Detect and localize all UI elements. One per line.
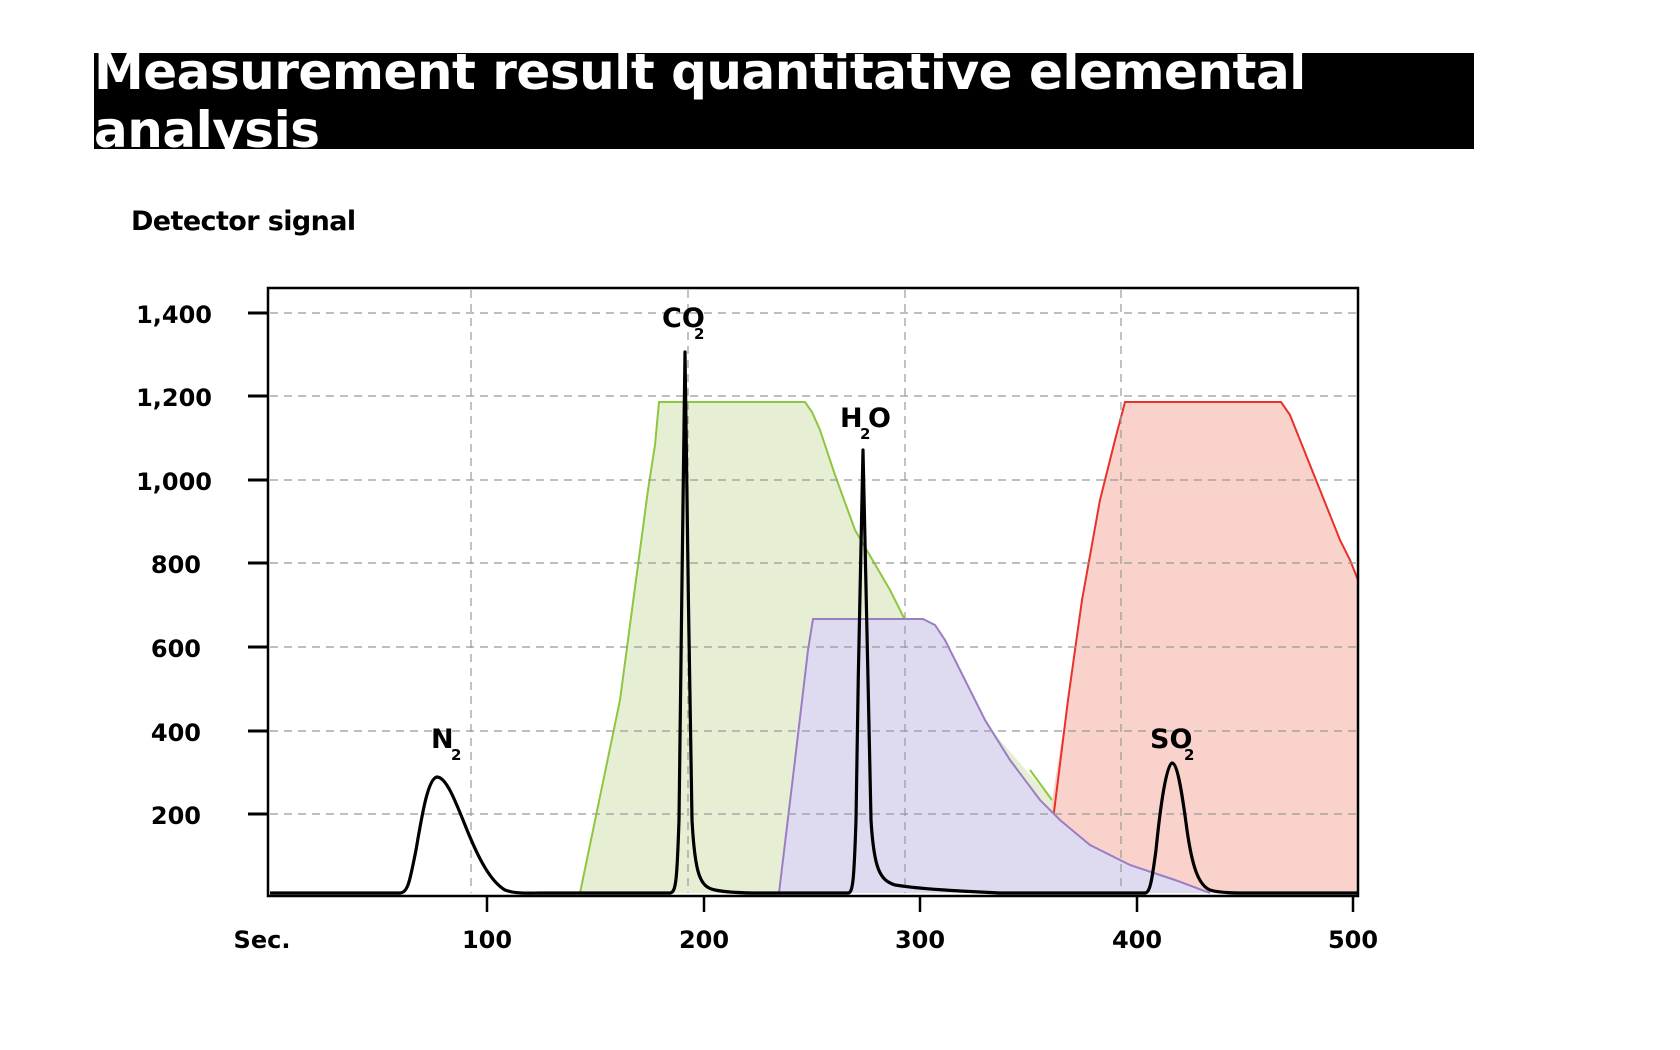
so2-peak-subscript: 2 bbox=[1184, 746, 1194, 764]
detector-signal-line bbox=[270, 350, 1358, 895]
x-tick-label: 500 bbox=[1328, 926, 1378, 954]
peak-labels: N 2 CO 2 H 2 O SO 2 bbox=[431, 303, 1194, 764]
n2-peak-label: N bbox=[431, 724, 454, 755]
co2-peak-label: CO bbox=[662, 303, 705, 334]
x-axis-ticks bbox=[485, 896, 1355, 912]
x-tick-label: 200 bbox=[679, 926, 729, 954]
chart-title: Measurement result quantitative elementa… bbox=[94, 43, 1306, 159]
so2-range-area bbox=[1052, 402, 1358, 893]
x-tick-label: 300 bbox=[895, 926, 945, 954]
y-tick-label: 1,200 bbox=[136, 384, 212, 412]
co2-peak-subscript: 2 bbox=[694, 325, 704, 343]
y-tick-label: 800 bbox=[151, 551, 201, 579]
y-axis-ticks bbox=[248, 311, 268, 816]
h2o-peak-label-h: H bbox=[840, 403, 863, 434]
y-tick-label: 400 bbox=[151, 719, 201, 747]
y-tick-label: 200 bbox=[151, 802, 201, 830]
x-axis-labels: Sec. 100 200 300 400 500 bbox=[234, 926, 1379, 954]
y-tick-label: 1,400 bbox=[136, 301, 212, 329]
h2o-range-line bbox=[778, 618, 1211, 894]
y-axis-labels: 1,400 1,200 1,000 800 600 400 200 bbox=[136, 301, 212, 830]
so2-range-line bbox=[1051, 401, 1359, 829]
plot-frame bbox=[266, 286, 1360, 898]
h2o-peak-label-o: O bbox=[868, 403, 891, 434]
y-tick-label: 1,000 bbox=[136, 468, 212, 496]
h2o-peak-subscript: 2 bbox=[860, 425, 870, 443]
x-tick-label: 400 bbox=[1112, 926, 1162, 954]
y-tick-label: 600 bbox=[151, 635, 201, 663]
n2-peak-subscript: 2 bbox=[451, 746, 461, 764]
so2-peak-label: SO bbox=[1150, 724, 1192, 755]
h2o-range-area bbox=[779, 619, 1210, 893]
x-tick-label: 100 bbox=[462, 926, 512, 954]
y-axis-title: Detector signal bbox=[131, 206, 356, 237]
x-axis-unit-label: Sec. bbox=[234, 926, 291, 954]
co2-range-tail bbox=[1029, 769, 1053, 801]
chart-title-bar: Measurement result quantitative elementa… bbox=[94, 43, 1474, 159]
